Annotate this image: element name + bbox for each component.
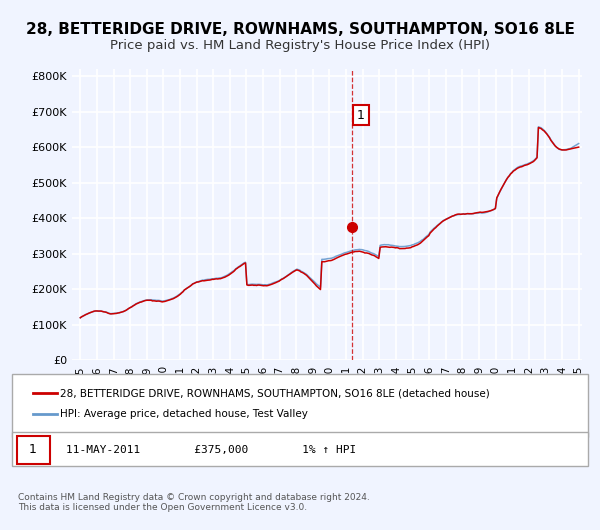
Text: 28, BETTERIDGE DRIVE, ROWNHAMS, SOUTHAMPTON, SO16 8LE (detached house): 28, BETTERIDGE DRIVE, ROWNHAMS, SOUTHAMP… bbox=[60, 388, 490, 398]
Text: 11-MAY-2011        £375,000        1% ↑ HPI: 11-MAY-2011 £375,000 1% ↑ HPI bbox=[66, 445, 356, 455]
Text: Price paid vs. HM Land Registry's House Price Index (HPI): Price paid vs. HM Land Registry's House … bbox=[110, 39, 490, 51]
Text: 1: 1 bbox=[357, 109, 365, 122]
Text: HPI: Average price, detached house, Test Valley: HPI: Average price, detached house, Test… bbox=[60, 410, 308, 419]
Text: 1: 1 bbox=[29, 444, 37, 456]
Text: 28, BETTERIDGE DRIVE, ROWNHAMS, SOUTHAMPTON, SO16 8LE: 28, BETTERIDGE DRIVE, ROWNHAMS, SOUTHAMP… bbox=[26, 22, 574, 37]
Text: Contains HM Land Registry data © Crown copyright and database right 2024.
This d: Contains HM Land Registry data © Crown c… bbox=[18, 493, 370, 513]
